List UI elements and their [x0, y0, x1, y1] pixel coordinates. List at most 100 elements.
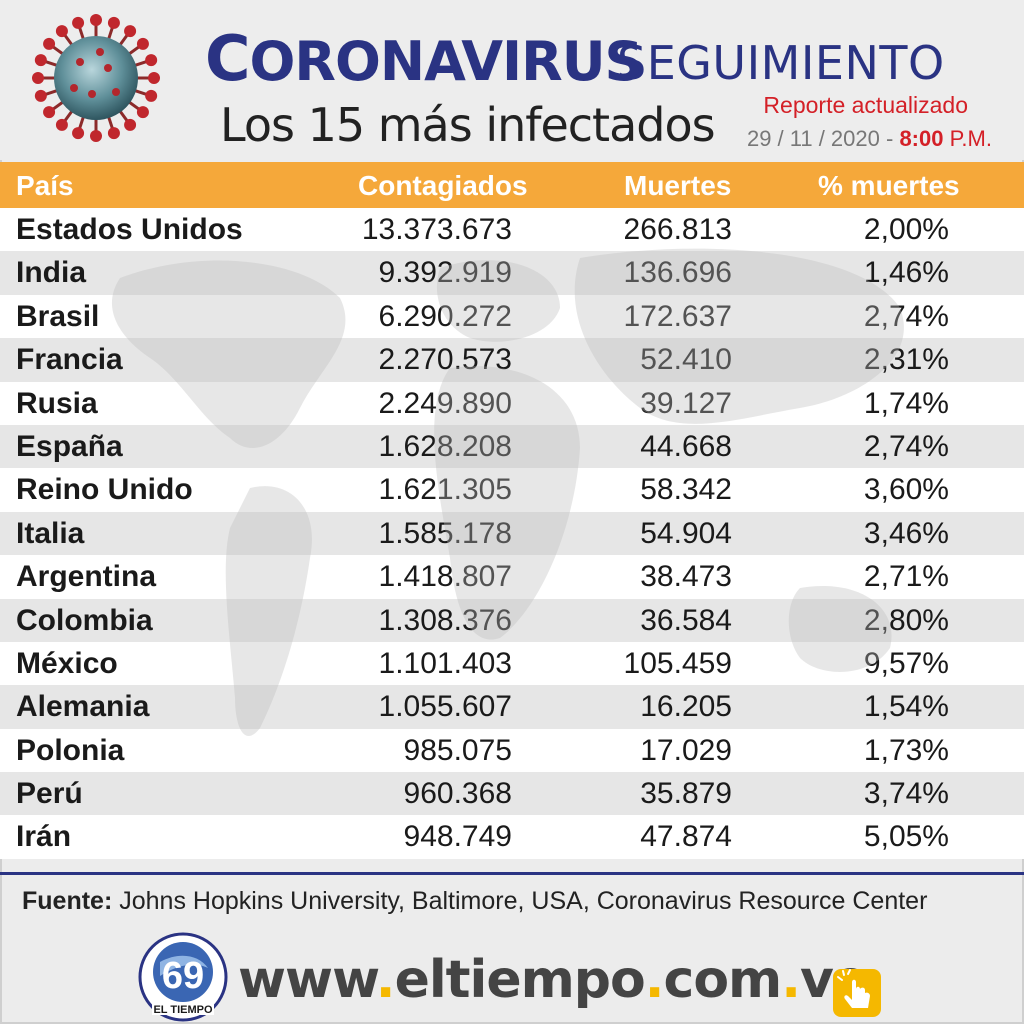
- logo-number: 69: [162, 955, 204, 997]
- table-row: México 1.101.403 105.459 9,57%: [0, 641, 1024, 686]
- death-rate-cell: 3,60%: [863, 473, 949, 507]
- deaths-cell: 44.668: [640, 429, 732, 463]
- death-rate-cell: 2,31%: [863, 343, 949, 377]
- deaths-cell: 54.904: [640, 516, 732, 550]
- deaths-cell: 105.459: [623, 646, 732, 680]
- death-rate-cell: 1,74%: [863, 386, 949, 420]
- page-subtitle: Los 15 más infectados: [220, 98, 716, 152]
- infection-table: País Contagiados Muertes % muertes Estad…: [0, 162, 1024, 859]
- deaths-cell: 35.879: [640, 777, 732, 811]
- deaths-cell: 136.696: [623, 256, 732, 290]
- death-rate-cell: 2,71%: [863, 560, 949, 594]
- infected-cell: 6.290.272: [378, 299, 512, 333]
- header-country: País: [16, 170, 74, 201]
- site-com: com: [663, 950, 783, 1010]
- updated-time: 8:00: [899, 126, 944, 151]
- table-row: Alemania 1.055.607 16.205 1,54%: [0, 685, 1024, 729]
- death-rate-cell: 1,46%: [863, 256, 949, 290]
- death-rate-cell: 9,57%: [863, 646, 949, 680]
- infected-cell: 948.749: [403, 820, 512, 854]
- death-rate-cell: 3,74%: [863, 777, 949, 811]
- updated-label: Reporte actualizado: [763, 92, 968, 118]
- site-dot-2: .: [644, 950, 665, 1010]
- subtitle-pre: Los: [220, 98, 308, 152]
- header-death-rate: % muertes: [818, 170, 960, 201]
- page-title-secondary: SEGUIMIENTO: [617, 36, 945, 90]
- death-rate-cell: 2,74%: [863, 429, 949, 463]
- site-www: www: [238, 950, 377, 1010]
- deaths-cell: 36.584: [640, 603, 732, 637]
- deaths-cell: 39.127: [640, 386, 732, 420]
- infected-cell: 2.249.890: [378, 386, 512, 420]
- infected-cell: 9.392.919: [378, 256, 512, 290]
- updated-date: 29 / 11 / 2020 -: [746, 126, 900, 151]
- infected-cell: 960.368: [403, 777, 512, 811]
- country-cell: Rusia: [16, 386, 98, 420]
- country-cell: Colombia: [16, 603, 153, 637]
- hand-click-icon[interactable]: [832, 968, 882, 1018]
- table-body: Estados Unidos 13.373.673 266.813 2,00% Indi…: [0, 208, 1024, 859]
- infected-cell: 2.270.573: [378, 343, 512, 377]
- table-row: Irán 948.749 47.874 5,05%: [0, 815, 1024, 859]
- table-row: Francia 2.270.573 52.410 2,31%: [0, 338, 1024, 382]
- table-row: Brasil 6.290.272 172.637 2,74%: [0, 294, 1024, 339]
- deaths-cell: 16.205: [640, 690, 732, 724]
- death-rate-cell: 2,00%: [863, 213, 949, 246]
- country-cell: Argentina: [16, 560, 157, 594]
- country-cell: Italia: [16, 516, 85, 550]
- infected-cell: 1.621.305: [378, 473, 512, 507]
- death-rate-cell: 1,54%: [863, 690, 949, 724]
- deaths-cell: 58.342: [640, 473, 732, 507]
- country-cell: Estados Unidos: [16, 213, 243, 246]
- table-row: España 1.628.208 44.668 2,74%: [0, 424, 1024, 469]
- site-dot-3: .: [781, 950, 801, 1010]
- table-row: Rusia 2.249.890 39.127 1,74%: [0, 381, 1024, 425]
- country-cell: Alemania: [16, 690, 150, 724]
- source-label: Fuente:: [22, 887, 113, 915]
- death-rate-cell: 2,80%: [863, 603, 949, 637]
- deaths-cell: 52.410: [640, 343, 732, 377]
- source-note: Fuente: Johns Hopkins University, Baltim…: [22, 887, 927, 916]
- infected-cell: 1.585.178: [378, 516, 512, 550]
- coronavirus-icon: [32, 14, 160, 142]
- header-deaths: Muertes: [624, 170, 732, 201]
- table-header: País Contagiados Muertes % muertes: [0, 162, 1024, 208]
- infected-cell: 1.055.607: [378, 690, 512, 724]
- country-cell: Irán: [16, 820, 72, 854]
- subtitle-post: más infectados: [364, 98, 716, 152]
- deaths-cell: 17.029: [640, 733, 732, 767]
- header-infected: Contagiados: [358, 170, 528, 201]
- country-cell: Francia: [16, 343, 123, 377]
- deaths-cell: 47.874: [640, 820, 732, 854]
- infected-cell: 1.628.208: [378, 429, 512, 463]
- country-cell: España: [16, 429, 123, 463]
- infected-cell: 1.308.376: [378, 603, 512, 637]
- logo-name: EL TIEMPO: [153, 1004, 213, 1016]
- table-row: Estados Unidos 13.373.673 266.813 2,00%: [0, 208, 1024, 252]
- death-rate-cell: 3,46%: [863, 516, 949, 550]
- website-link[interactable]: www.eltiempo.com.ve: [238, 950, 868, 1010]
- table-row: Argentina 1.418.807 38.473 2,71%: [0, 555, 1024, 599]
- table-row: Colombia 1.308.376 36.584 2,80%: [0, 598, 1024, 642]
- header: CORONAVIRUS SEGUIMIENTO Los 15 más infec…: [0, 0, 1024, 160]
- infected-cell: 1.418.807: [378, 560, 512, 594]
- death-rate-cell: 5,05%: [863, 820, 949, 854]
- deaths-cell: 38.473: [640, 560, 732, 594]
- updated-pm: P.M.: [943, 126, 992, 151]
- table-row: Reino Unido 1.621.305 58.342 3,60%: [0, 468, 1024, 512]
- infected-cell: 985.075: [403, 733, 512, 767]
- source-text: Johns Hopkins University, Baltimore, USA…: [112, 887, 928, 915]
- country-cell: México: [16, 646, 118, 680]
- site-domain: eltiempo: [394, 950, 646, 1010]
- page-title: CORONAVIRUS: [205, 22, 643, 95]
- site-dot-1: .: [375, 950, 396, 1010]
- infected-cell: 13.373.673: [361, 213, 512, 246]
- infected-cell: 1.101.403: [378, 646, 512, 680]
- country-cell: Polonia: [16, 733, 125, 767]
- subtitle-number: 15: [307, 98, 366, 152]
- footer-divider: [0, 872, 1024, 875]
- title-initial: C: [205, 22, 251, 95]
- updated-timestamp: 29 / 11 / 2020 - 8:00 P.M.: [747, 126, 992, 152]
- death-rate-cell: 1,73%: [863, 733, 949, 767]
- table-row: Italia 1.585.178 54.904 3,46%: [0, 511, 1024, 556]
